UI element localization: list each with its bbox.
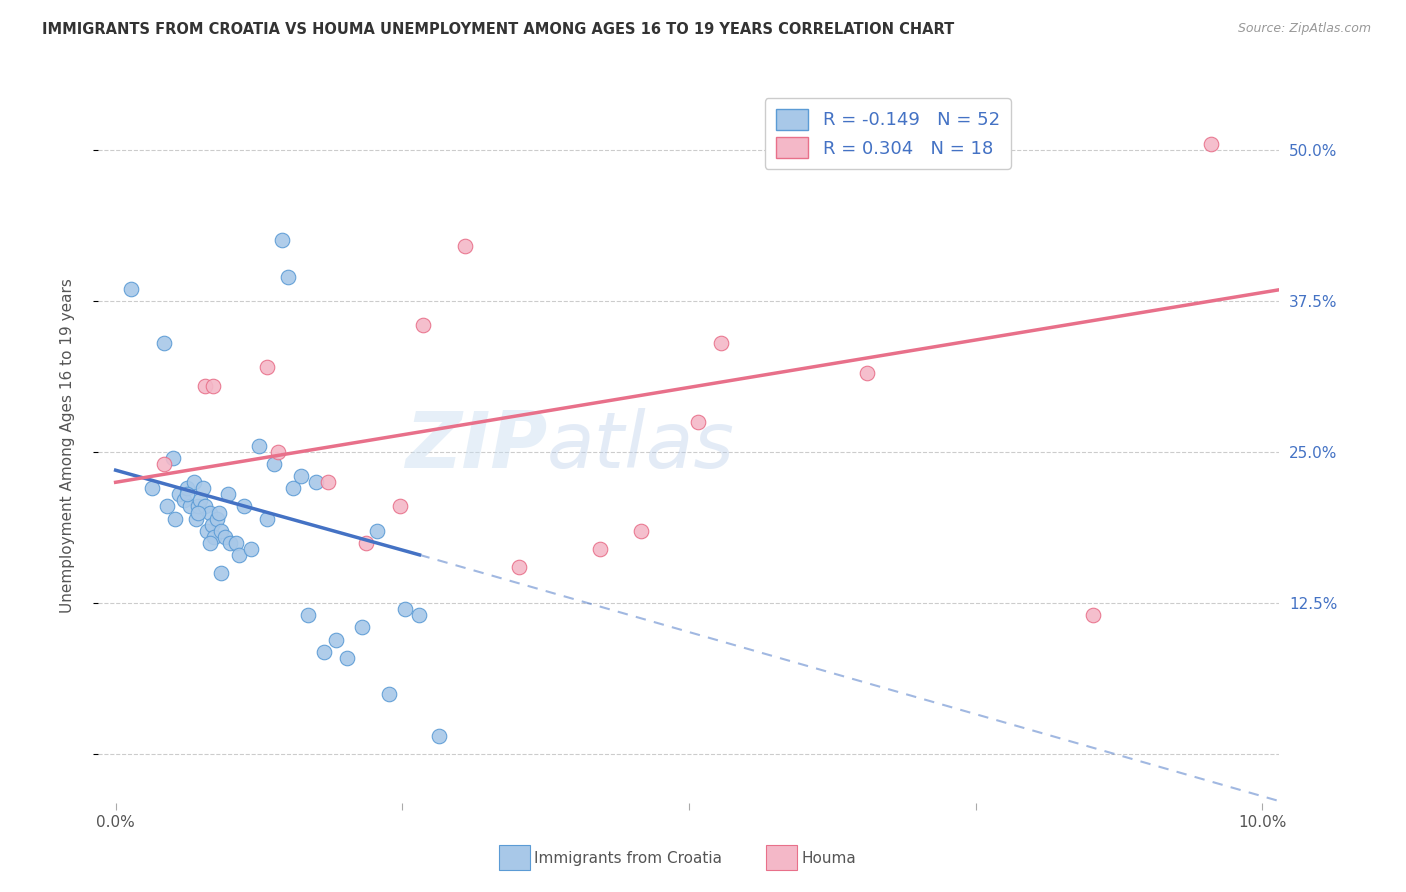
Point [256,360,278,375]
Point [855,367,877,381]
Point [630,524,652,538]
Point [219,535,242,549]
Point [336,650,359,665]
Point [214,530,236,544]
Point [352,620,374,634]
Text: atlas: atlas [547,408,735,484]
Point [167,487,190,501]
Legend: R = -0.149   N = 52, R = 0.304   N = 18: R = -0.149 N = 52, R = 0.304 N = 18 [765,98,1011,169]
Point [195,524,218,538]
Point [408,608,430,623]
Point [427,729,450,743]
Point [454,239,477,253]
Point [305,475,328,490]
Point [152,457,174,471]
Point [233,500,256,514]
Text: Houma: Houma [801,851,856,865]
Point [412,318,434,332]
Point [201,517,224,532]
Point [156,500,179,514]
Point [228,548,250,562]
Point [152,336,174,351]
Point [270,233,292,247]
Point [198,535,221,549]
Point [190,493,212,508]
Point [176,487,198,501]
Point [191,481,214,495]
Point [325,632,347,647]
Text: Source: ZipAtlas.com: Source: ZipAtlas.com [1237,22,1371,36]
Text: IMMIGRANTS FROM CROATIA VS HOUMA UNEMPLOYMENT AMONG AGES 16 TO 19 YEARS CORRELAT: IMMIGRANTS FROM CROATIA VS HOUMA UNEMPLO… [42,22,955,37]
Point [377,687,399,701]
Point [120,282,142,296]
Point [263,457,285,471]
Point [283,481,305,495]
Point [388,500,411,514]
Point [194,500,217,514]
Point [239,541,262,556]
Point [184,511,207,525]
Point [183,475,205,490]
Point [297,608,319,623]
Point [187,500,209,514]
Point [247,439,270,453]
Point [688,415,710,429]
Point [290,469,312,483]
Point [179,500,201,514]
Point [1081,608,1104,623]
Point [205,511,228,525]
Point [256,511,278,525]
Point [162,451,184,466]
Point [225,535,247,549]
Point [366,524,388,538]
Y-axis label: Unemployment Among Ages 16 to 19 years: Unemployment Among Ages 16 to 19 years [60,278,75,614]
Point [314,645,336,659]
Point [354,535,377,549]
Point [208,506,231,520]
Point [187,506,209,520]
Point [202,530,225,544]
Point [202,378,225,392]
Point [316,475,339,490]
Point [394,602,416,616]
Text: ZIP: ZIP [405,408,547,484]
Point [209,524,232,538]
Point [176,481,198,495]
Point [1199,136,1222,151]
Point [267,445,290,459]
Point [710,336,733,351]
Point [217,487,239,501]
Point [198,506,221,520]
Point [588,541,610,556]
Point [277,269,299,284]
Point [209,566,232,580]
Point [194,378,217,392]
Text: Immigrants from Croatia: Immigrants from Croatia [534,851,723,865]
Point [165,511,187,525]
Point [508,560,530,574]
Point [173,493,195,508]
Point [141,481,163,495]
